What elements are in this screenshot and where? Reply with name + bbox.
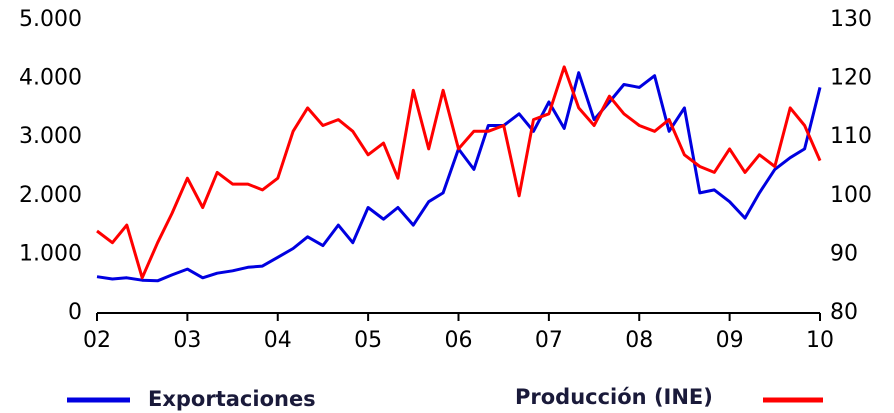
x-tick-label: 08 xyxy=(625,328,653,353)
series-line xyxy=(96,65,822,280)
y-tick-label: 0 xyxy=(68,300,82,325)
y-tick-label: 1.000 xyxy=(19,241,82,266)
x-tick-label: 06 xyxy=(445,328,473,353)
y-tick-label: 5.000 xyxy=(19,7,82,32)
x-tick-label: 04 xyxy=(264,328,292,353)
x-tick-label: 05 xyxy=(354,328,382,353)
y2-tick-label: 100 xyxy=(830,183,872,208)
y2-tick-label: 130 xyxy=(830,7,872,32)
y-tick-label: 2.000 xyxy=(19,183,82,208)
x-tick-label: 10 xyxy=(806,328,834,353)
x-tick-label: 07 xyxy=(535,328,563,353)
y2-tick-label: 80 xyxy=(830,300,858,325)
y2-tick-label: 120 xyxy=(830,66,872,91)
x-tick-label: 09 xyxy=(716,328,744,353)
y-tick-label: 3.000 xyxy=(19,124,82,149)
y-tick-label: 4.000 xyxy=(19,66,82,91)
legend-label: Producción (INE) xyxy=(515,385,713,409)
x-tick-label: 02 xyxy=(83,328,111,353)
series-line xyxy=(96,71,822,283)
y2-tick-label: 110 xyxy=(830,124,872,149)
y2-tick-label: 90 xyxy=(830,241,858,266)
legend-label: Exportaciones xyxy=(148,387,316,411)
x-tick-label: 03 xyxy=(173,328,201,353)
